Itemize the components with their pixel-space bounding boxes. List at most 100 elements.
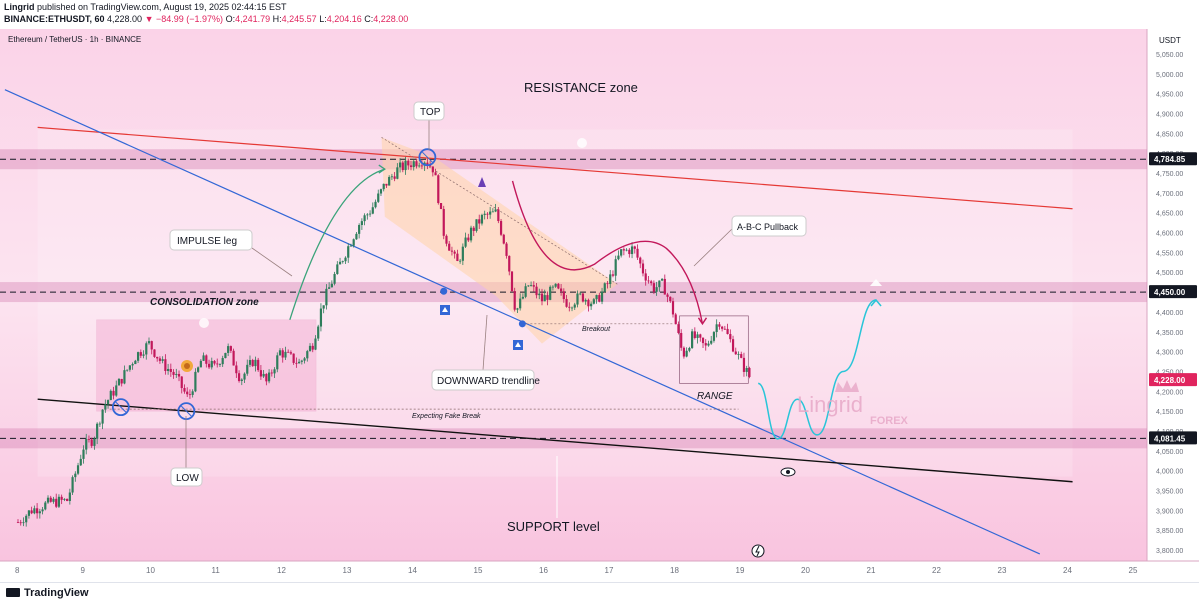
price-label-text: 4,228.00 — [1154, 376, 1186, 385]
candle-body — [524, 286, 527, 297]
candle-body — [688, 347, 691, 351]
top-circle-marker[interactable] — [418, 148, 437, 167]
candle-body — [669, 296, 672, 302]
candle-body — [145, 343, 148, 355]
publish-line: Lingrid published on TradingView.com, Au… — [4, 1, 287, 13]
candle-body — [538, 293, 541, 296]
candle-body — [609, 274, 612, 285]
y-tick-label: 4,750.00 — [1156, 171, 1183, 178]
candle-body — [341, 261, 344, 263]
chart-title: Ethereum / TetherUS · 1h · BINANCE — [8, 35, 141, 44]
impulse-arrow — [289, 168, 385, 321]
candle-body — [748, 367, 751, 377]
candle-body — [420, 165, 424, 167]
candle-body — [519, 298, 522, 309]
support-trendline[interactable] — [37, 398, 1073, 483]
consolidation-label: CONSOLIDATION zone — [150, 297, 259, 308]
price-label-tag[interactable] — [1149, 373, 1197, 387]
impulse-callout: IMPULSE leg — [169, 229, 253, 251]
x-tick-label: 21 — [867, 566, 876, 575]
publisher-name[interactable]: Lingrid — [4, 2, 35, 12]
candle-body — [590, 303, 593, 307]
candle-body — [71, 477, 74, 493]
candle-body — [60, 496, 63, 500]
lightning-icon[interactable] — [751, 544, 765, 558]
candle-body — [41, 509, 44, 512]
candle-body — [338, 261, 342, 265]
candle-body — [598, 295, 601, 302]
candle-body — [161, 359, 164, 361]
candle-body — [216, 363, 219, 365]
candle-body — [740, 354, 743, 358]
candle-body — [620, 249, 623, 256]
candle-body — [513, 291, 516, 310]
price-label-tag[interactable] — [1149, 285, 1197, 299]
candle-body — [696, 334, 699, 339]
candle-body — [715, 324, 718, 333]
candle-body — [396, 167, 399, 179]
candle-body — [401, 162, 404, 171]
low-circle-marker-a[interactable] — [111, 398, 130, 417]
candle-body — [36, 508, 39, 514]
candle-body — [177, 373, 181, 377]
tradingview-logo[interactable]: TradingView — [6, 587, 89, 599]
candle-body — [388, 176, 391, 186]
abc-leader — [693, 227, 734, 267]
candle-body — [469, 227, 473, 241]
candle-body — [429, 165, 432, 167]
candle-body — [630, 246, 634, 255]
price-change: ▼ −84.99 (−1.97%) — [144, 14, 224, 24]
candle-body — [415, 161, 418, 167]
arrow-down-circle-icon — [199, 318, 209, 328]
candle-body — [622, 249, 625, 251]
candle-body — [374, 201, 377, 208]
candle-body — [237, 373, 241, 382]
candle-body — [606, 283, 609, 285]
candle-body — [723, 328, 726, 330]
resistance-trendline[interactable] — [37, 126, 1073, 210]
candle-body — [691, 331, 694, 348]
candle-body — [745, 367, 748, 372]
candle-body — [150, 341, 153, 350]
candle-body — [112, 390, 115, 396]
top-callout: TOP — [413, 101, 445, 121]
candle-body — [617, 255, 620, 260]
candle-body — [355, 233, 358, 240]
candle-body — [480, 214, 484, 224]
arrow-up-marker-icon — [513, 340, 523, 350]
candle-body — [55, 498, 58, 507]
candle-body — [576, 293, 579, 305]
candle-body — [117, 378, 121, 386]
y-tick-label: 5,000.00 — [1156, 72, 1183, 79]
candle-body — [658, 280, 661, 288]
candle-body — [486, 213, 489, 215]
candle-body — [682, 347, 686, 357]
candle-body — [19, 522, 22, 524]
candle-body — [543, 295, 546, 302]
candle-body — [248, 360, 252, 365]
publish-header: Lingrid published on TradingView.com, Au… — [0, 0, 1199, 26]
candle-body — [398, 162, 402, 168]
range-label: RANGE — [697, 391, 733, 402]
candle-body — [532, 285, 535, 287]
top-circle-marker-cross — [422, 151, 433, 163]
candle-body — [131, 364, 134, 366]
x-tick-label: 23 — [998, 566, 1007, 575]
candle-body — [278, 350, 282, 356]
y-tick-label: 4,350.00 — [1156, 330, 1183, 337]
candle-body — [701, 337, 705, 344]
candle-body — [379, 189, 383, 194]
candle-body — [535, 286, 538, 296]
candle-body — [156, 356, 159, 359]
candle-body — [475, 219, 478, 231]
currency-label[interactable]: USDT — [1159, 36, 1181, 45]
price-label-tag[interactable] — [1149, 152, 1197, 166]
house-marker-icon — [870, 279, 882, 286]
eye-icon[interactable] — [780, 467, 796, 477]
candle-body — [128, 365, 131, 370]
candle-body — [27, 510, 31, 516]
candle-body — [139, 352, 142, 356]
resistance-zone-label: RESISTANCE zone — [524, 80, 638, 95]
price-label-tag[interactable] — [1149, 431, 1197, 445]
